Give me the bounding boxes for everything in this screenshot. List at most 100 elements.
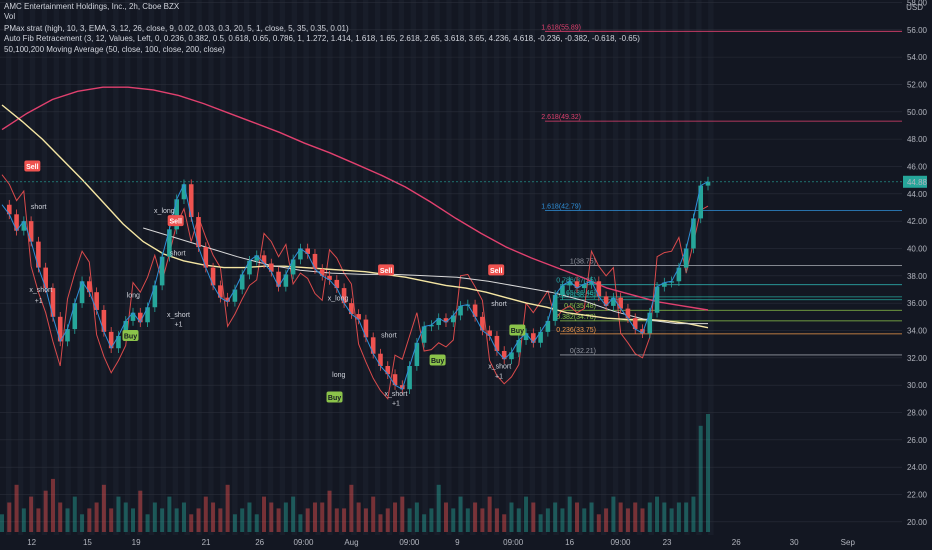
volume-bar	[414, 502, 419, 532]
candle-body	[101, 309, 107, 332]
candle-body	[662, 282, 667, 287]
volume-bar	[502, 514, 507, 532]
candle-body	[647, 312, 653, 334]
candle-body	[683, 248, 689, 268]
time-tick-label: 23	[663, 538, 672, 547]
fib-level-label: 0.786(37.35)	[556, 278, 596, 285]
fib-level-label: 1.618(55.89)	[541, 24, 581, 31]
buy-badge-label: Buy	[511, 328, 524, 335]
session-stripe	[65, 0, 71, 535]
volume-bar	[101, 484, 106, 532]
time-axis	[0, 535, 932, 550]
volume-bar	[611, 496, 616, 532]
price-tick-label: 20.00	[907, 518, 928, 527]
volume-bar	[320, 502, 325, 532]
fib-level-label: 0.236(33.75)	[556, 327, 596, 334]
session-stripe	[53, 0, 59, 535]
session-stripe	[434, 0, 440, 535]
candle-body	[79, 281, 85, 304]
session-stripe	[89, 0, 95, 535]
volume-bar	[349, 484, 354, 532]
candle-body	[232, 289, 238, 302]
volume-bar	[516, 508, 521, 532]
volume-bar	[560, 508, 565, 532]
sell-badge	[378, 264, 395, 276]
session-stripe	[696, 0, 702, 535]
price-tick-label: 50.00	[907, 108, 928, 117]
signal-label: short	[381, 332, 397, 339]
volume-bar	[232, 514, 237, 532]
candle-body	[319, 268, 325, 276]
volume-indicator-label: Vol	[4, 12, 16, 21]
candle-body	[363, 319, 369, 338]
signal-label: x_short	[29, 287, 52, 294]
fib-level-label: 0.382(34.70)	[556, 314, 596, 321]
volume-bar	[473, 502, 478, 532]
session-stripe	[315, 0, 321, 535]
candle-body	[137, 312, 143, 323]
candle-body	[421, 326, 427, 343]
volume-bar	[633, 502, 638, 532]
candle-body	[225, 297, 230, 302]
candle-body	[458, 305, 463, 316]
buy-badge	[429, 354, 446, 366]
candle-body	[370, 337, 376, 354]
price-tick-label: 38.00	[907, 272, 928, 281]
candle-body	[581, 284, 587, 289]
candle-body	[167, 229, 172, 257]
candle-body	[625, 308, 631, 319]
price-tick-label: 34.00	[907, 326, 928, 335]
ma-indicator-label: 50,100,200 Moving Average (50, close, 10…	[4, 45, 225, 54]
candle-body	[94, 292, 99, 310]
signal-label: long	[332, 372, 345, 379]
session-stripe	[327, 0, 333, 535]
volume-bar	[662, 502, 667, 532]
volume-bar	[7, 502, 12, 532]
candle-body	[698, 185, 704, 219]
sell-badge	[24, 160, 41, 172]
price-tick-label: 42.00	[907, 217, 928, 226]
candle-body	[57, 316, 63, 342]
volume-bar	[706, 414, 710, 532]
volume-bar	[29, 496, 34, 532]
time-tick-label: Sep	[841, 538, 856, 547]
candle-body	[676, 267, 682, 282]
session-stripe	[660, 0, 666, 535]
time-tick-label: 15	[83, 538, 92, 547]
candle-body	[298, 248, 303, 260]
volume-bar	[480, 508, 485, 532]
volume-bar	[531, 502, 536, 532]
session-stripe	[77, 0, 83, 535]
price-tick-label: 44.00	[907, 190, 928, 199]
price-tick-label: 22.00	[907, 490, 928, 499]
volume-bar	[436, 484, 441, 532]
volume-bar	[553, 502, 558, 532]
session-stripe	[517, 0, 524, 535]
volume-bar	[538, 514, 543, 532]
volume-bar	[574, 502, 579, 532]
price-tick-label: 58.00	[907, 0, 928, 7]
volume-bar	[487, 496, 492, 532]
candle-body	[334, 279, 340, 289]
volume-bar	[14, 484, 19, 532]
volume-bar	[131, 508, 136, 532]
volume-bar	[247, 502, 252, 532]
price-tick-label: 28.00	[907, 408, 928, 417]
candle-body	[487, 330, 492, 336]
signal-label: +1	[392, 401, 400, 408]
candle-body	[611, 297, 616, 306]
session-stripe	[482, 0, 488, 535]
time-tick-label: 9	[455, 538, 460, 547]
volume-bar	[138, 490, 143, 532]
volume-bar	[327, 490, 332, 532]
pmax-indicator-label: PMax strat (high, 10, 3, EMA, 3, 12, 26,…	[4, 24, 349, 33]
volume-bar	[524, 496, 529, 532]
session-stripe	[113, 0, 119, 535]
buy-badge-label: Buy	[431, 358, 444, 365]
currency-label: USD	[906, 3, 923, 12]
candle-body	[305, 248, 310, 254]
ma-100-line	[1, 104, 709, 329]
volume-bar	[283, 502, 288, 532]
